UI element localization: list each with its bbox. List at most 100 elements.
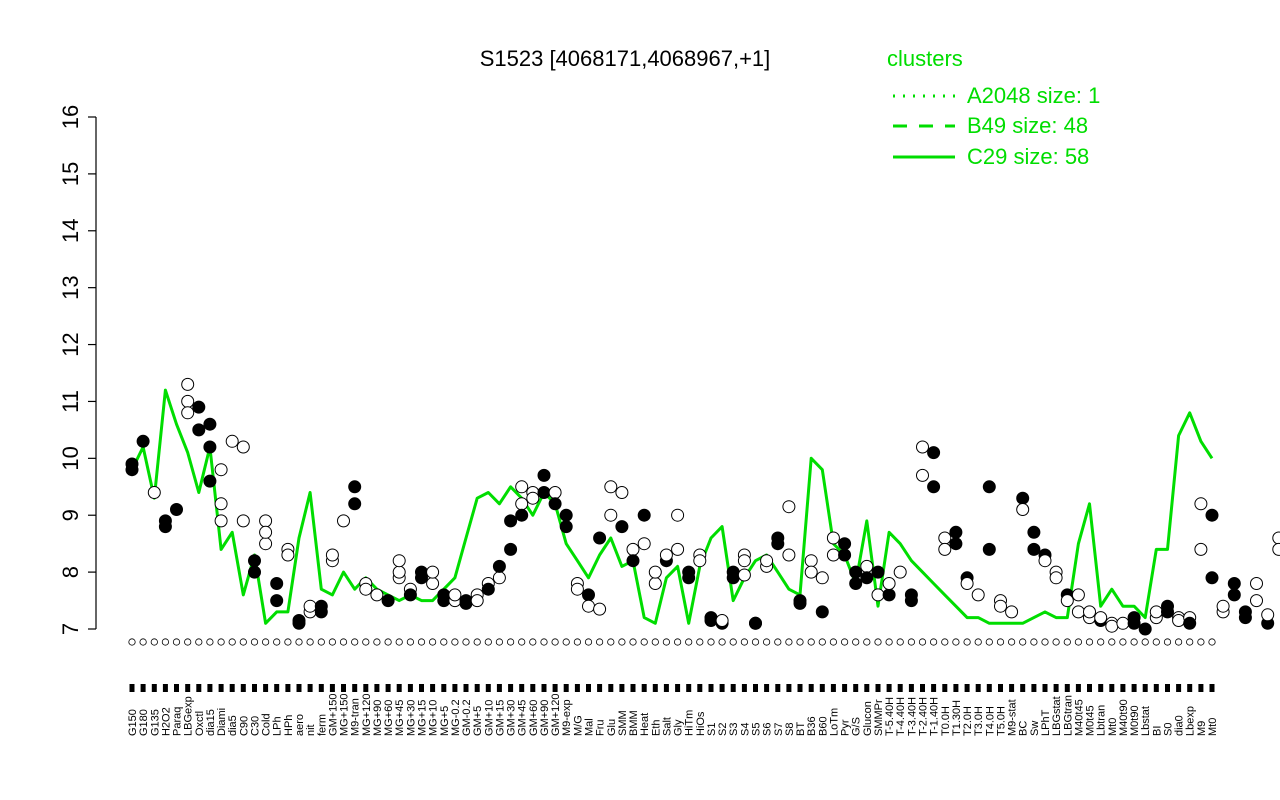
data-point: [136, 434, 150, 448]
x-tick-label: LBGexp: [183, 696, 195, 736]
x-tick-label: dia0: [1174, 715, 1186, 736]
data-point: [626, 542, 640, 556]
x-tick-marker: [807, 638, 815, 646]
x-rug-mark: [1075, 684, 1081, 692]
data-point: [938, 542, 952, 556]
x-tick-marker: [1175, 638, 1183, 646]
x-tick-label: MG+45: [394, 700, 406, 736]
data-point: [782, 548, 796, 562]
data-point: [1149, 605, 1163, 619]
x-rug-mark: [574, 684, 580, 692]
x-rug-mark: [162, 684, 168, 692]
x-rug-mark: [296, 684, 302, 692]
x-tick-label: GM+45: [517, 700, 529, 736]
x-rug-mark: [920, 684, 925, 692]
data-point: [1094, 611, 1108, 625]
data-point: [582, 588, 595, 602]
x-rug-mark: [307, 684, 313, 692]
data-point: [1116, 616, 1130, 630]
x-tick-marker: [840, 638, 849, 646]
x-tick-marker: [239, 638, 247, 646]
x-tick-marker: [551, 638, 559, 646]
data-point: [181, 394, 195, 408]
x-rug-mark: [496, 684, 502, 692]
x-tick-label: GM+5: [472, 706, 484, 736]
data-point: [1238, 611, 1252, 625]
x-rug-mark: [964, 684, 970, 692]
x-rug-mark: [151, 684, 157, 692]
x-rug-mark: [530, 684, 536, 692]
x-tick-marker: [751, 638, 760, 646]
x-tick-label: Salt: [661, 717, 673, 736]
x-rug-mark: [764, 684, 770, 692]
data-point: [225, 434, 239, 448]
x-rug-mark: [786, 684, 792, 692]
x-tick-label: GM-0.2: [461, 699, 473, 736]
x-rug-mark: [240, 684, 246, 692]
data-point: [1127, 616, 1141, 630]
x-tick-marker: [417, 638, 426, 646]
x-rug-mark: [352, 684, 358, 692]
x-tick-label: B60: [817, 716, 829, 736]
x-rug-mark: [975, 684, 981, 692]
x-tick-label: Pyr: [840, 719, 852, 736]
data-point: [637, 508, 651, 522]
data-point: [248, 565, 261, 579]
data-point: [504, 542, 518, 556]
data-point: [760, 554, 774, 568]
x-tick-label: T3.0H: [973, 706, 985, 736]
x-tick-label: Glu: [606, 719, 618, 736]
x-tick-label: S8: [784, 723, 796, 736]
data-point: [1027, 542, 1041, 556]
x-tick-marker: [1141, 638, 1149, 646]
x-tick-label: S4: [739, 723, 751, 736]
x-tick-label: G150: [127, 709, 139, 736]
x-tick-marker: [607, 638, 615, 646]
data-point: [982, 480, 996, 494]
data-point: [994, 599, 1007, 613]
x-tick-label: H2O2: [160, 707, 172, 736]
data-point: [949, 537, 963, 551]
data-point: [927, 480, 941, 494]
data-point: [515, 508, 529, 522]
data-point: [860, 559, 874, 573]
x-tick-label: Mt0: [1107, 718, 1119, 736]
x-tick-marker: [339, 638, 348, 646]
data-point: [838, 548, 852, 562]
x-rug-mark: [552, 684, 558, 692]
data-point: [504, 514, 518, 528]
x-tick-marker: [351, 638, 359, 646]
x-rug-mark: [641, 684, 647, 692]
x-rug-mark: [886, 684, 892, 692]
data-point: [270, 577, 284, 590]
x-tick-marker: [362, 638, 370, 646]
x-rug-mark: [1120, 684, 1126, 692]
x-tick-marker: [540, 638, 548, 646]
data-point: [849, 577, 863, 590]
x-rug-mark: [1187, 684, 1193, 692]
data-point: [771, 537, 785, 551]
data-point: [259, 525, 273, 539]
x-tick-marker: [1119, 638, 1127, 646]
x-tick-label: Fru: [595, 720, 607, 737]
data-point: [1250, 594, 1263, 608]
x-rug-mark: [563, 684, 569, 692]
y-tick-label: 7: [58, 623, 83, 635]
data-point: [815, 571, 829, 585]
data-point: [904, 588, 918, 602]
x-tick-marker: [373, 638, 381, 646]
data-point: [1272, 542, 1280, 556]
data-point: [214, 514, 228, 528]
data-point: [292, 614, 306, 627]
x-tick-label: Lbstat: [1140, 706, 1152, 736]
x-tick-marker: [150, 638, 158, 646]
x-tick-marker: [206, 638, 214, 646]
data-point: [593, 602, 607, 616]
x-rug-mark: [708, 684, 714, 692]
y-axis: 7 8 9 10 11 12 13 14 15 16: [58, 105, 97, 635]
x-tick-marker: [462, 638, 470, 646]
data-point: [982, 542, 996, 556]
data-point: [203, 474, 217, 488]
x-tick-label: Heat: [639, 713, 651, 736]
x-rug-mark: [1165, 684, 1170, 692]
